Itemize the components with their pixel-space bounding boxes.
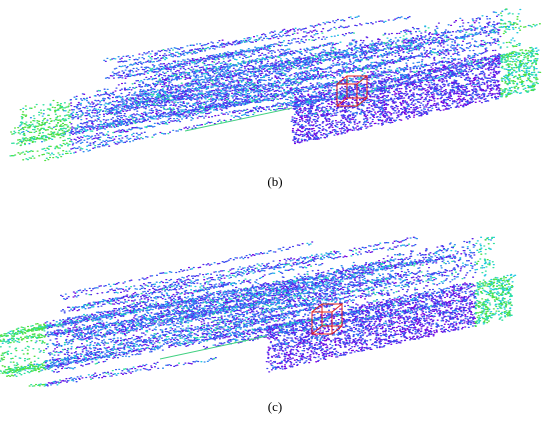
bounding-box	[336, 75, 369, 107]
point-cloud	[10, 8, 542, 162]
point-cloud	[69, 11, 502, 149]
scan-line	[184, 107, 293, 132]
point-cloud-panel	[9, 8, 542, 162]
point-cloud-panel	[0, 236, 517, 387]
point-cloud	[0, 237, 493, 386]
point-cloud	[0, 237, 514, 387]
point-cloud	[0, 236, 513, 387]
caption: (c)	[268, 399, 282, 414]
bounding-box	[311, 303, 344, 335]
point-cloud	[18, 10, 530, 153]
scan-line	[159, 335, 268, 360]
caption: (b)	[267, 174, 282, 189]
